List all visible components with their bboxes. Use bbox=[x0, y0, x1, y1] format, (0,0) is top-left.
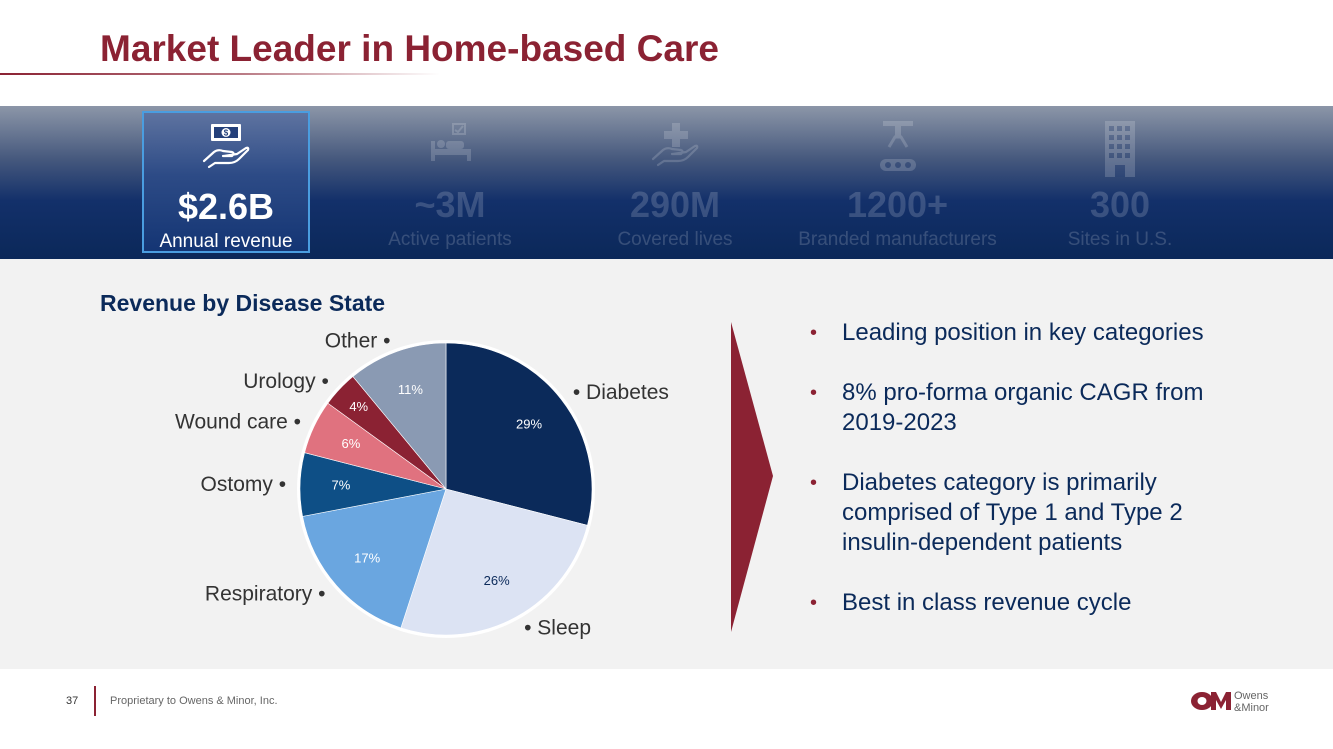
pie-slice-other bbox=[352, 342, 447, 490]
pie-category-label: Other • bbox=[325, 329, 391, 352]
stat-active-patients: ~3M Active patients bbox=[370, 111, 530, 253]
pie-category-label: Urology • bbox=[243, 370, 329, 393]
factory-conveyor-icon bbox=[879, 121, 916, 171]
bullet-icon: • bbox=[810, 382, 818, 404]
stat-value: 1200+ bbox=[846, 184, 949, 225]
footer-text: Proprietary to Owens & Minor, Inc. bbox=[110, 695, 278, 707]
stat-branded-manufacturers: 1200+ Branded manufacturers bbox=[790, 111, 1005, 253]
stat-sites: 300 Sites in U.S. bbox=[1050, 111, 1190, 253]
chart-title: Revenue by Disease State bbox=[100, 290, 386, 316]
pie-value-label: 11% bbox=[398, 382, 423, 397]
pie-chart: 29% • Diabetes 26% • Sleep 17% Respiratory • 7… bbox=[175, 329, 669, 639]
pie-slice-diabetes bbox=[445, 342, 593, 526]
svg-text:$: $ bbox=[224, 129, 229, 138]
arrow-chevron bbox=[731, 322, 773, 632]
stat-label: Covered lives bbox=[617, 229, 733, 250]
bullet-icon: • bbox=[810, 592, 818, 614]
cash-hand-icon: $ bbox=[202, 124, 250, 169]
bullet-item: • Diabetes category is primarily comprise… bbox=[810, 469, 1183, 556]
stat-value: 300 bbox=[1089, 184, 1151, 225]
pie-value-label: 26% bbox=[484, 573, 510, 588]
pie-slice-sleep bbox=[400, 488, 588, 636]
content-area bbox=[0, 259, 1333, 669]
bullet-item: • Leading position in key categories bbox=[810, 319, 1204, 346]
stat-covered-lives: 290M Covered lives bbox=[595, 111, 755, 253]
stat-annual-revenue: $ $2.6B Annual revenue bbox=[142, 111, 310, 253]
stat-label: Branded manufacturers bbox=[798, 229, 997, 250]
pie-category-label: • Diabetes bbox=[573, 381, 669, 404]
pie-category-label: Ostomy • bbox=[201, 473, 287, 496]
pie-category-label: Respiratory • bbox=[205, 582, 326, 605]
pie-value-label: 29% bbox=[516, 417, 542, 432]
pie-category-label: Wound care • bbox=[175, 411, 301, 434]
stat-value: ~3M bbox=[414, 184, 486, 225]
pie-category-label: • Sleep bbox=[524, 616, 591, 639]
pie-value-label: 7% bbox=[332, 478, 351, 493]
stat-label: Sites in U.S. bbox=[1067, 229, 1173, 250]
pie-value-label: 17% bbox=[354, 551, 380, 566]
stats-band: $ $2.6B Annual revenue ~3M Active patien… bbox=[0, 106, 1333, 259]
building-icon bbox=[1105, 121, 1135, 177]
owens-minor-logo: Owens &Minor bbox=[1191, 690, 1269, 714]
stat-value: 290M bbox=[629, 184, 721, 225]
title-underline bbox=[0, 73, 440, 75]
bullet-item: • Best in class revenue cycle bbox=[810, 589, 1132, 616]
footer-divider bbox=[94, 686, 96, 716]
medical-cross-hand-icon bbox=[651, 123, 699, 167]
stat-label: Active patients bbox=[388, 229, 512, 250]
page-title: Market Leader in Home-based Care bbox=[100, 28, 719, 69]
bullet-item: • 8% pro-forma organic CAGR from 2019-202… bbox=[810, 379, 1204, 436]
patient-bed-icon bbox=[431, 123, 471, 161]
pie-value-label: 6% bbox=[341, 436, 360, 451]
pie-slice-respiratory bbox=[302, 488, 447, 629]
bullet-list: • Leading position in key categories • 8% … bbox=[810, 318, 1250, 648]
page-number: 37 bbox=[66, 695, 79, 707]
pie-value-label: 4% bbox=[349, 399, 368, 414]
logo-text-line1: Owens bbox=[1234, 690, 1269, 702]
stat-label: Annual revenue bbox=[159, 231, 293, 252]
logo-text-line2: &Minor bbox=[1234, 702, 1269, 714]
stat-value: $2.6B bbox=[177, 186, 275, 227]
bullet-icon: • bbox=[810, 472, 818, 494]
bullet-icon: • bbox=[810, 322, 818, 344]
